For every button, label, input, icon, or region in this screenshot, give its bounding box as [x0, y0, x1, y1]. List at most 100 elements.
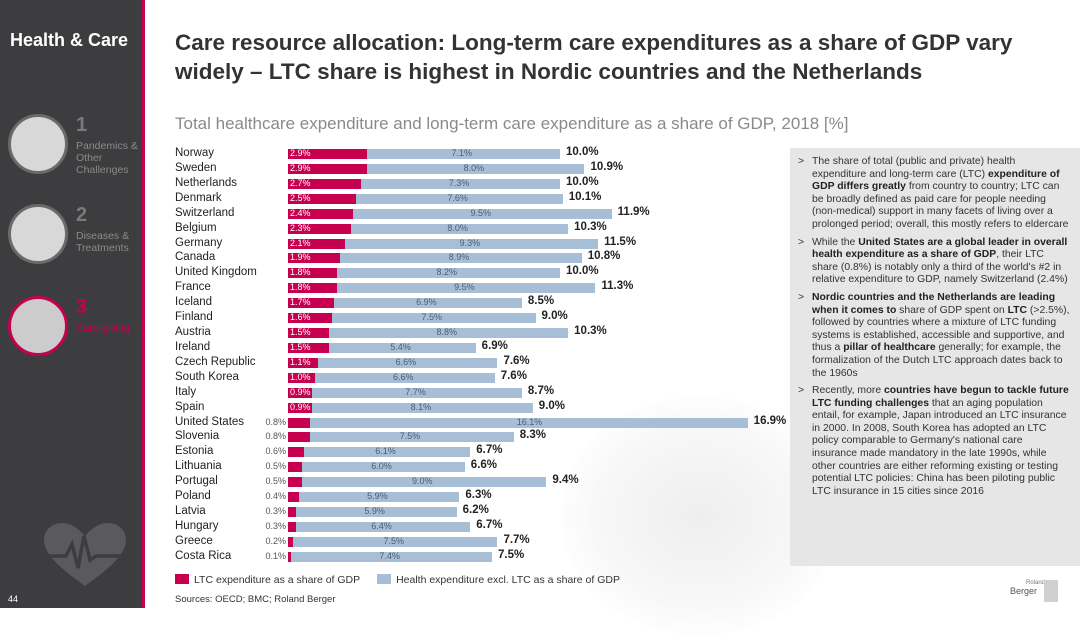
category-label: Slovenia: [175, 430, 220, 443]
bullet-item: > The share of total (public and private)…: [798, 156, 1070, 232]
ltc-bar: [288, 149, 367, 159]
ltc-bar: [288, 432, 310, 443]
total-value-label: 10.1%: [568, 190, 602, 203]
ltc-value-label: 1.0%: [290, 371, 311, 382]
health-value-label: 8.1%: [410, 401, 432, 412]
total-value-label: 10.3%: [574, 220, 607, 233]
category-label: Sweden: [175, 161, 217, 174]
key-findings-panel: > The share of total (public and private)…: [790, 148, 1080, 566]
health-bar: [298, 492, 460, 503]
chart-legend: LTC expenditure as a share of GDP Health…: [175, 574, 634, 586]
ltc-value-label: 0.3%: [265, 506, 286, 517]
bullet-text: While the: [812, 236, 859, 248]
total-value-label: 11.3%: [601, 280, 634, 293]
ltc-bar: [288, 328, 329, 339]
roland-berger-logo: Roland Berger: [1010, 580, 1066, 602]
ltc-value-label: 1.7%: [290, 297, 311, 308]
total-value-label: 6.7%: [476, 444, 503, 457]
logo-mark: [1044, 580, 1058, 602]
category-label: Lithuania: [175, 460, 222, 473]
ltc-bar: [288, 268, 337, 279]
ltc-bar: [288, 462, 302, 473]
ltc-value-label: 1.6%: [290, 312, 311, 323]
health-bar: [361, 178, 560, 189]
legend-swatch-health: [377, 574, 392, 584]
category-label: Ireland: [175, 340, 211, 353]
ltc-bar: [288, 551, 291, 562]
health-value-label: 9.3%: [459, 237, 481, 248]
health-value-label: 7.3%: [448, 177, 470, 188]
total-value-label: 11.9%: [617, 205, 650, 218]
bullet-text-bold: Nordic countries and the Netherlands are…: [812, 291, 1056, 316]
sidebar-accent: [142, 0, 145, 608]
ltc-value-label: 2.1%: [290, 237, 311, 248]
health-value-label: 7.4%: [379, 550, 400, 561]
health-value-label: 7.5%: [399, 431, 421, 442]
section-label: Pandemics & Other Challenges: [76, 140, 138, 176]
ltc-value-label: 2.9%: [290, 148, 311, 158]
health-bar: [336, 283, 596, 294]
sidebar-section-3[interactable]: 3 Care-giving: [0, 296, 142, 366]
category-label: Czech Republic: [175, 355, 256, 368]
page-title: Care resource allocation: Long-term care…: [175, 30, 1013, 84]
category-label: Austria: [175, 326, 211, 339]
category-label: Finland: [175, 311, 213, 324]
bullet-marker-icon: >: [798, 156, 805, 167]
ltc-value-label: 2.3%: [290, 222, 311, 233]
ltc-value-label: 0.2%: [265, 535, 286, 546]
health-value-label: 6.9%: [416, 297, 437, 308]
sidebar-section-1[interactable]: 1 Pandemics & Other Challenges: [0, 114, 142, 184]
health-bar: [304, 447, 471, 458]
ltc-value-label: 2.5%: [290, 192, 311, 203]
bullet-item: > While the United States are a global le…: [798, 237, 1070, 287]
category-label: Iceland: [175, 296, 213, 309]
health-bar: [331, 313, 536, 324]
category-label: South Korea: [175, 370, 239, 383]
health-bar: [309, 432, 514, 443]
category-label: Canada: [175, 251, 216, 264]
health-value-label: 6.0%: [371, 461, 392, 472]
health-value-label: 8.9%: [448, 252, 470, 263]
legend-swatch-ltc: [175, 574, 189, 584]
total-value-label: 10.9%: [590, 160, 624, 173]
bullet-marker-icon: >: [798, 236, 805, 248]
bullet-text: that an aging population entail, for exa…: [812, 397, 1067, 497]
ltc-value-label: 2.7%: [290, 177, 311, 188]
ltc-bar: [288, 193, 356, 204]
ltc-value-label: 0.4%: [265, 491, 286, 502]
ltc-bar: [288, 372, 316, 383]
health-value-label: 6.4%: [371, 521, 392, 531]
category-label: Poland: [175, 490, 211, 503]
health-bar: [317, 357, 498, 368]
ltc-value-label: 1.5%: [290, 341, 311, 352]
health-bar: [366, 163, 585, 174]
sidebar-section-2[interactable]: 2 Diseases & Treatments: [0, 204, 142, 274]
ltc-value-label: 0.5%: [265, 476, 286, 487]
total-value-label: 9.0%: [541, 310, 568, 323]
health-value-label: 5.4%: [390, 341, 411, 352]
ltc-value-label: 1.8%: [290, 282, 311, 293]
total-value-label: 7.7%: [503, 533, 530, 546]
total-value-label: 11.5%: [604, 235, 637, 248]
ltc-bar: [288, 342, 329, 353]
total-value-label: 10.0%: [566, 175, 599, 188]
sidebar: Health & Care 1 Pandemics & Other Challe…: [0, 0, 142, 608]
ltc-bar: [288, 253, 340, 264]
bullet-text-bold: United States are a global leader in ove…: [812, 236, 1068, 261]
health-value-label: 16.1%: [516, 416, 543, 427]
ltc-bar: [288, 178, 362, 189]
total-value-label: 7.6%: [503, 354, 530, 367]
ltc-value-label: 1.5%: [290, 327, 311, 338]
category-label: France: [175, 281, 211, 294]
health-value-label: 6.1%: [375, 446, 396, 457]
total-value-label: 6.6%: [470, 459, 498, 472]
health-value-label: 9.0%: [412, 476, 433, 487]
stacked-bar-chart: Norway 2.9% 7.1% 10.0% Sweden 2.9% 8.0% 10.9% Ne…: [170, 146, 840, 636]
total-value-label: 8.3%: [519, 429, 546, 442]
health-bar: [366, 149, 560, 159]
ltc-value-label: 0.1%: [265, 550, 286, 561]
total-value-label: 10.0%: [566, 265, 599, 278]
total-value-label: 6.2%: [462, 504, 489, 517]
ltc-bar: [288, 387, 313, 398]
ltc-value-label: 1.9%: [290, 252, 311, 263]
